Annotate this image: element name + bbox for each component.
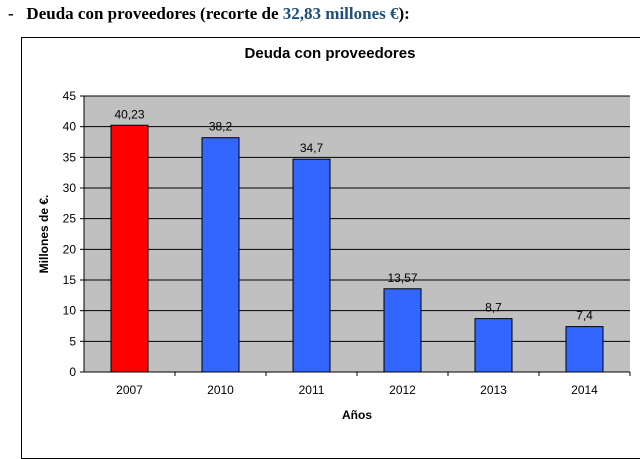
highlight-amount: 32,83 millones €	[282, 4, 399, 23]
data-label: 8,7	[485, 301, 502, 315]
y-tick-label: 30	[63, 181, 77, 195]
y-tick-label: 40	[63, 120, 77, 134]
bar	[110, 124, 149, 373]
data-label: 7,4	[576, 309, 593, 323]
bar	[383, 288, 422, 373]
plot-area	[84, 96, 630, 372]
x-tick-label: 2011	[299, 383, 325, 397]
y-tick-label: 45	[63, 89, 77, 103]
x-tick-label: 2012	[389, 383, 416, 397]
data-label: 40,23	[114, 107, 144, 121]
y-axis-label: Millones de €.	[37, 195, 51, 274]
bar	[474, 318, 513, 373]
data-label: 34,7	[300, 141, 324, 155]
y-tick-label: 25	[63, 212, 77, 226]
data-label: 38,2	[209, 120, 233, 134]
y-tick-label: 0	[69, 365, 76, 379]
x-tick-label: 2010	[207, 383, 234, 397]
section-heading: - Deuda con proveedores (recorte de 32,8…	[8, 4, 410, 23]
x-tick-label: 2014	[571, 383, 598, 397]
y-tick-label: 20	[63, 242, 77, 256]
x-axis-label: Años	[342, 408, 372, 422]
bar	[292, 158, 331, 373]
bar	[565, 326, 604, 373]
bar-chart: Deuda con proveedores Años Millones de €…	[37, 45, 631, 422]
x-tick-label: 2013	[480, 383, 507, 397]
y-tick-label: 5	[69, 334, 76, 348]
bar	[201, 137, 240, 373]
data-label: 13,57	[387, 271, 417, 285]
y-tick-label: 10	[63, 304, 77, 318]
y-tick-label: 35	[63, 150, 77, 164]
chart-title: Deuda con proveedores	[245, 45, 416, 62]
x-tick-label: 2007	[116, 383, 143, 397]
y-tick-label: 15	[63, 273, 77, 287]
